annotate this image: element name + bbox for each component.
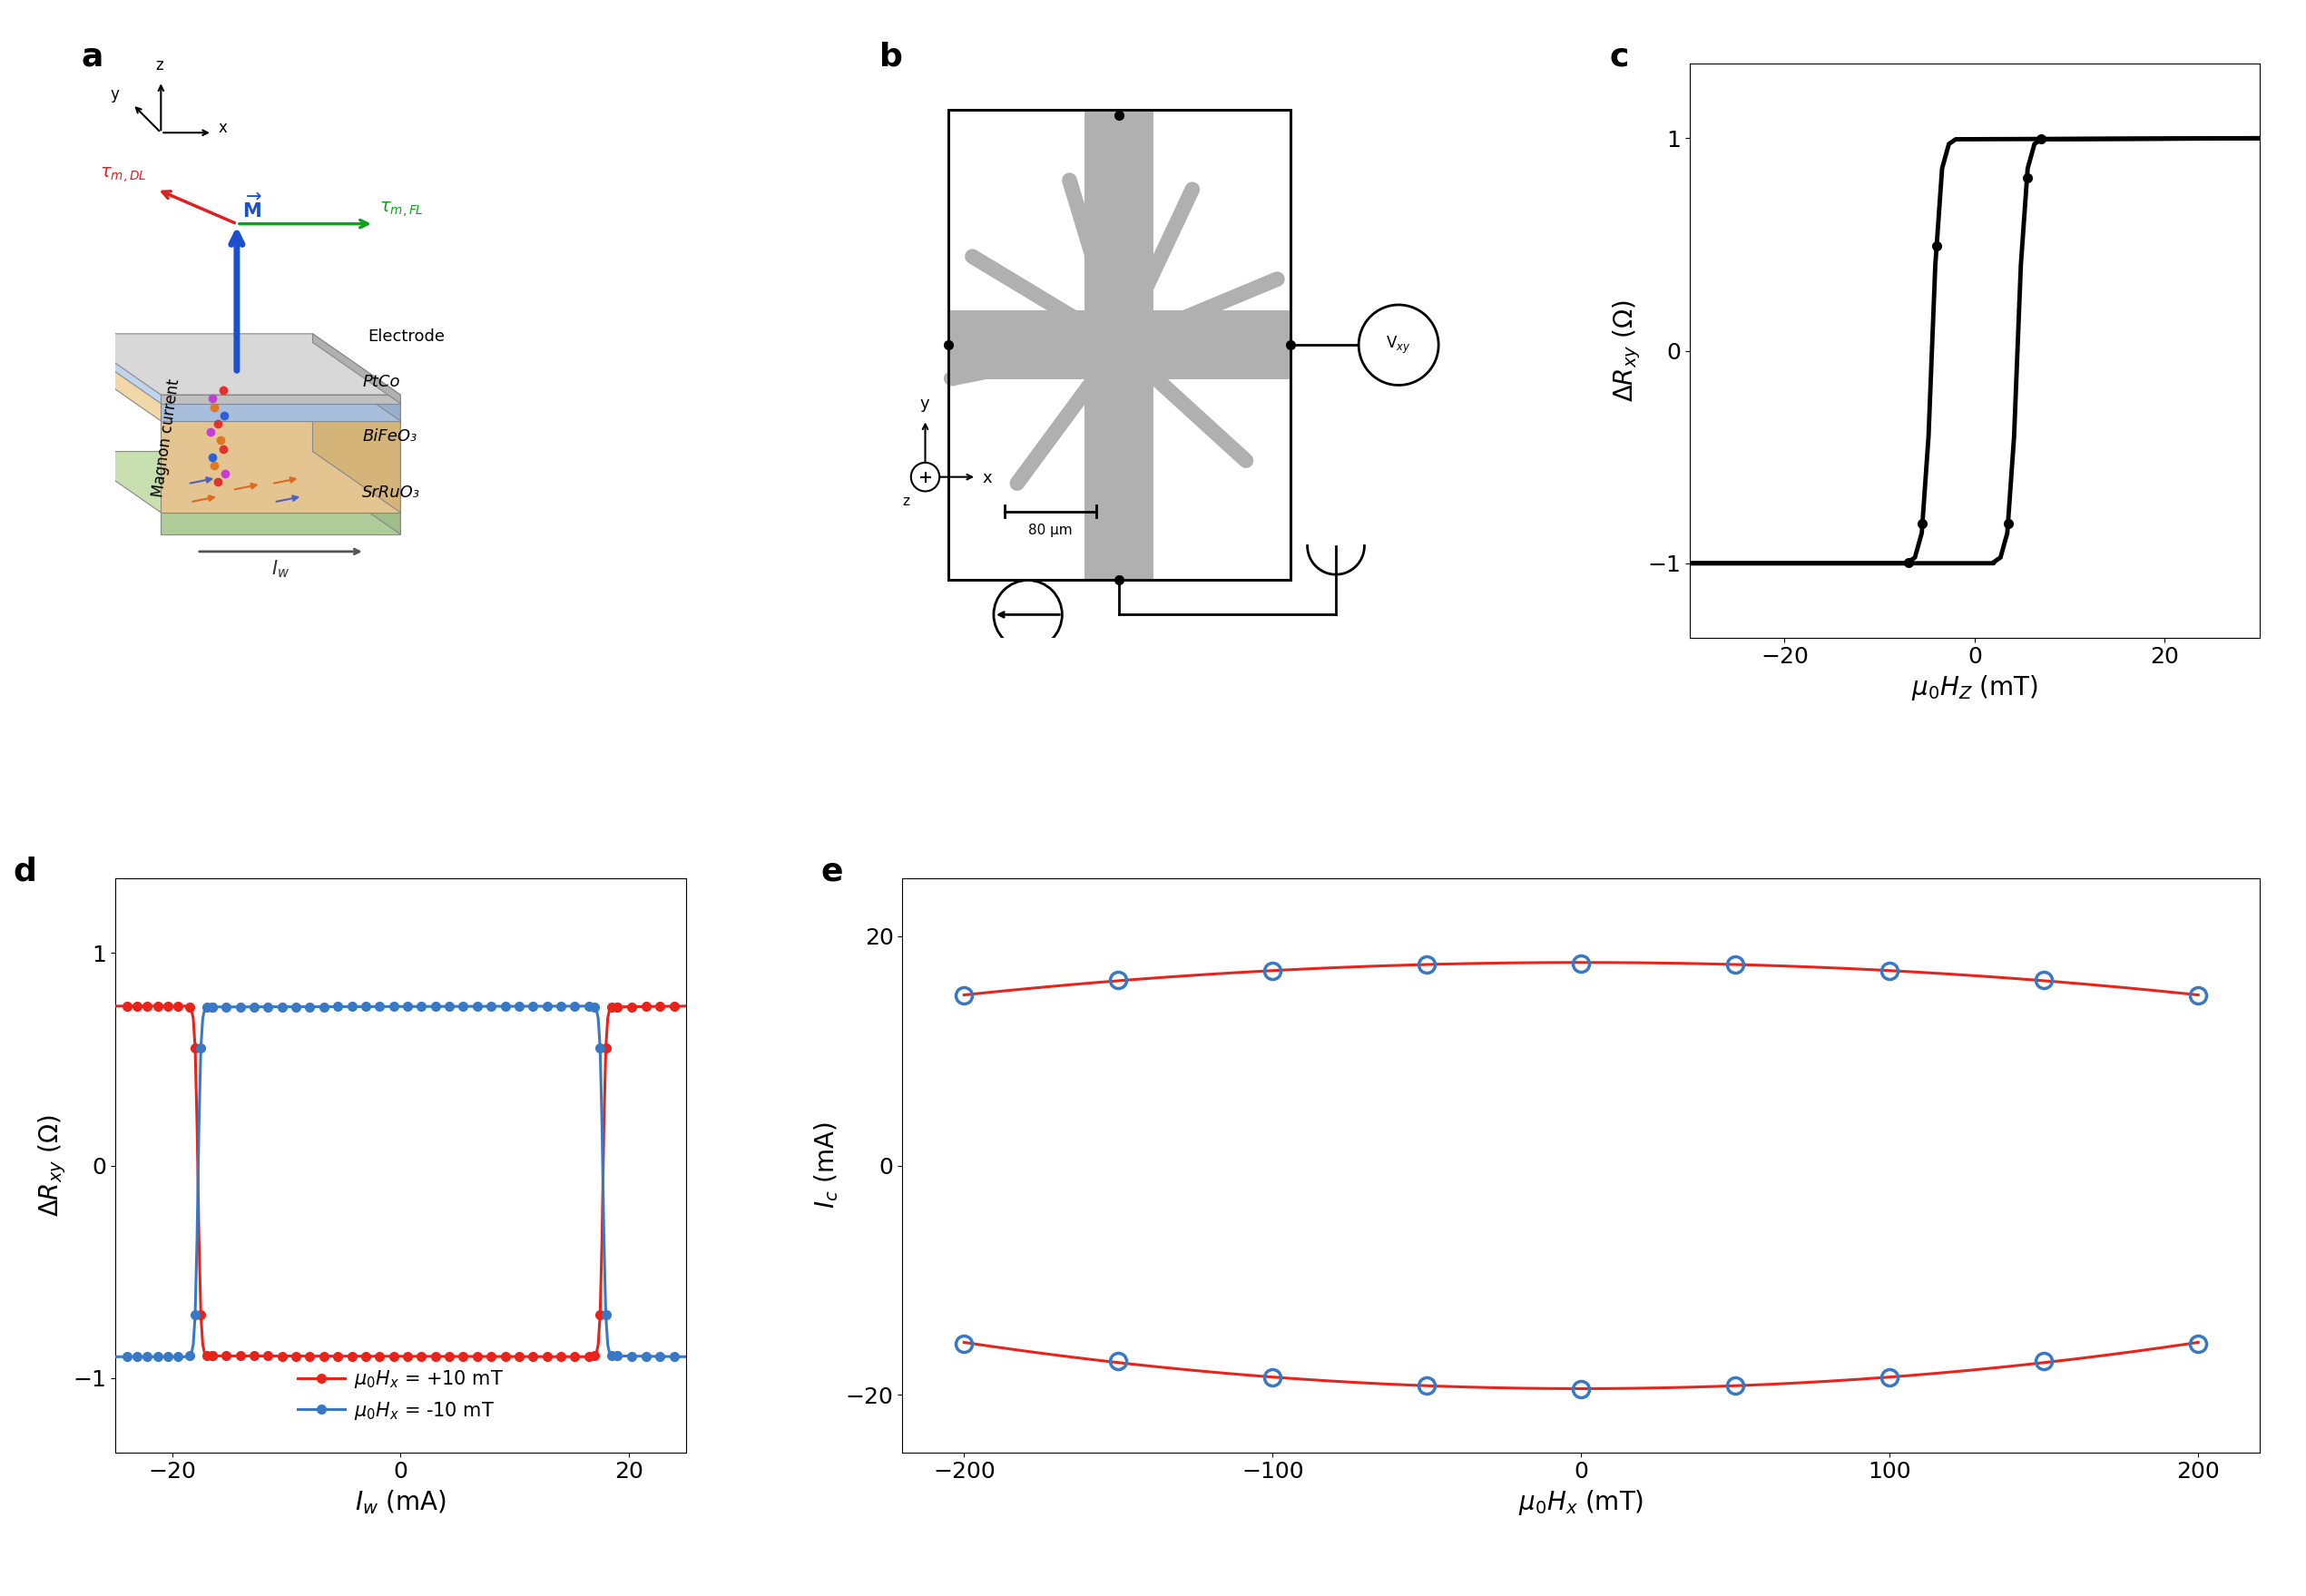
Polygon shape	[314, 343, 401, 421]
X-axis label: $I_w$ (mA): $I_w$ (mA)	[355, 1487, 447, 1516]
X-axis label: $\mu_0 H_x$ (mT): $\mu_0 H_x$ (mT)	[1517, 1487, 1644, 1518]
Text: a: a	[81, 41, 104, 72]
Text: y: y	[920, 396, 929, 412]
Polygon shape	[74, 334, 401, 394]
Polygon shape	[161, 394, 401, 404]
Bar	[948, 110, 1291, 581]
Text: PtCo: PtCo	[362, 373, 399, 389]
Text: d: d	[12, 855, 37, 886]
Polygon shape	[74, 361, 401, 421]
Polygon shape	[161, 404, 401, 421]
Text: z: z	[902, 495, 909, 509]
Polygon shape	[161, 421, 401, 512]
Polygon shape	[314, 452, 401, 535]
Text: Electrode: Electrode	[369, 329, 445, 345]
Text: x: x	[219, 120, 226, 136]
Circle shape	[911, 463, 939, 492]
Text: V$_{xy}$: V$_{xy}$	[1386, 335, 1411, 356]
Text: c: c	[1610, 41, 1628, 72]
Polygon shape	[74, 343, 401, 404]
Polygon shape	[161, 512, 401, 535]
Bar	[948, 311, 1291, 380]
Text: $\tau_{m,DL}$: $\tau_{m,DL}$	[99, 166, 148, 185]
Text: $\tau_{m,FL}$: $\tau_{m,FL}$	[380, 200, 424, 219]
Polygon shape	[314, 334, 401, 404]
Text: x: x	[982, 469, 992, 487]
Circle shape	[1358, 305, 1439, 385]
Text: SrRuO₃: SrRuO₃	[362, 485, 420, 501]
Text: b: b	[879, 41, 904, 72]
Text: $\overrightarrow{\bf M}$: $\overrightarrow{\bf M}$	[242, 193, 263, 222]
Text: e: e	[821, 855, 844, 886]
Text: $I_w$: $I_w$	[272, 559, 291, 579]
Text: 80 μm: 80 μm	[1028, 523, 1072, 536]
Text: y: y	[111, 86, 120, 102]
Text: BiFeO₃: BiFeO₃	[362, 428, 417, 444]
Y-axis label: $I_c$ (mA): $I_c$ (mA)	[812, 1122, 842, 1208]
Polygon shape	[74, 452, 401, 512]
Bar	[948, 110, 1291, 581]
X-axis label: $\mu_0 H_Z$ (mT): $\mu_0 H_Z$ (mT)	[1912, 674, 2039, 702]
Bar	[1084, 110, 1153, 581]
Y-axis label: $\Delta R_{xy}$ ($\Omega$): $\Delta R_{xy}$ ($\Omega$)	[1612, 300, 1642, 402]
Circle shape	[994, 581, 1063, 650]
Y-axis label: $\Delta R_{xy}$ ($\Omega$): $\Delta R_{xy}$ ($\Omega$)	[37, 1114, 67, 1216]
Polygon shape	[314, 361, 401, 512]
Legend: $\mu_0 H_x$ = +10 mT, $\mu_0 H_x$ = -10 mT: $\mu_0 H_x$ = +10 mT, $\mu_0 H_x$ = -10 …	[291, 1361, 512, 1428]
Text: z: z	[155, 57, 164, 73]
Text: Magnon current: Magnon current	[150, 378, 182, 498]
